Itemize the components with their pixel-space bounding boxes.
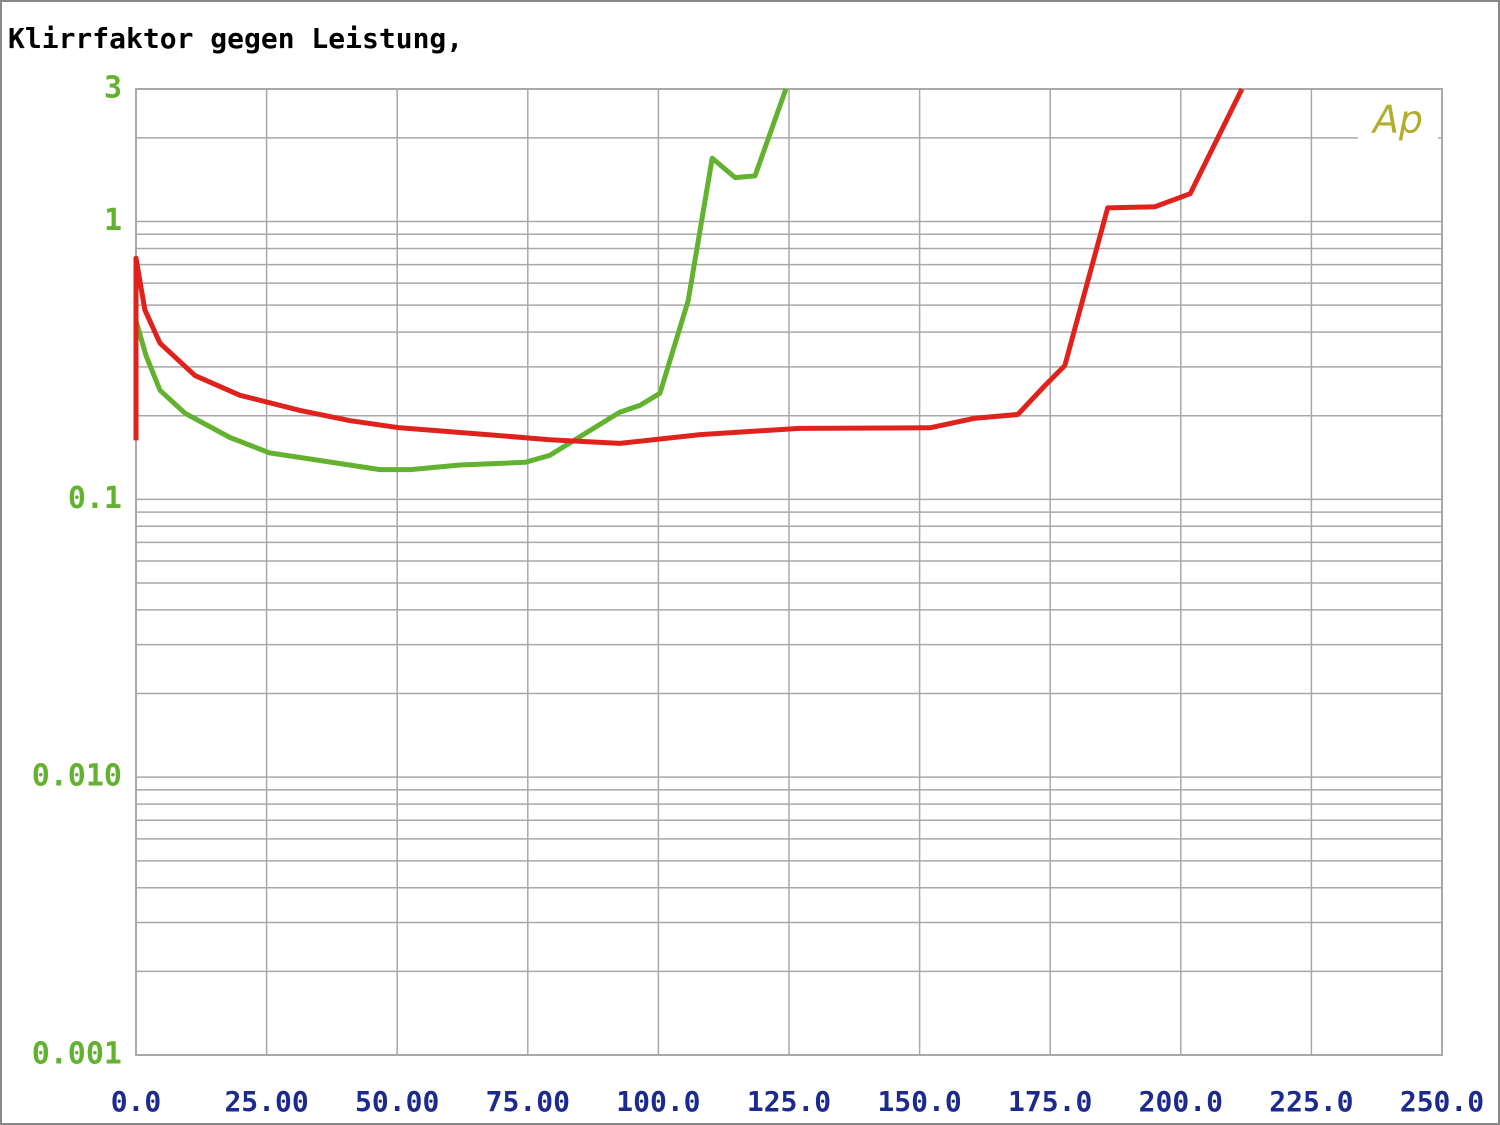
x-tick-label: 75.00	[486, 1085, 570, 1118]
y-tick-label: 0.1	[68, 481, 122, 516]
y-tick-label: 0.001	[32, 1037, 122, 1072]
y-tick-label: 0.010	[32, 759, 122, 794]
y-tick-label: 1	[104, 203, 122, 238]
x-tick-label: 25.00	[224, 1085, 308, 1118]
x-tick-label: 225.0	[1269, 1085, 1353, 1118]
annotation-bg	[1358, 100, 1438, 146]
x-tick-label: 250.0	[1400, 1085, 1484, 1118]
annotation: Ap	[1370, 98, 1423, 142]
series-line	[133, 88, 789, 473]
plot-border	[135, 88, 1443, 1056]
x-tick-label: 175.0	[1008, 1085, 1092, 1118]
chart-title: Klirrfaktor gegen Leistung,	[8, 22, 463, 55]
x-tick-label: 0.0	[111, 1085, 162, 1118]
series-line	[133, 87, 1245, 446]
x-tick-label: 50.00	[355, 1085, 439, 1118]
x-tick-label: 200.0	[1139, 1085, 1223, 1118]
x-tick-label: 100.0	[616, 1085, 700, 1118]
x-tick-label: 125.0	[747, 1085, 831, 1118]
x-tick-label: 150.0	[877, 1085, 961, 1118]
y-tick-label: 3	[104, 71, 122, 106]
